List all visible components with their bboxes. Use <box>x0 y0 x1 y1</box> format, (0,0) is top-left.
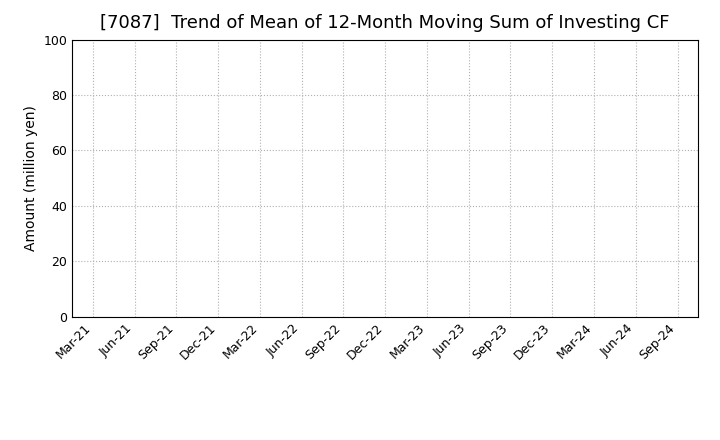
Y-axis label: Amount (million yen): Amount (million yen) <box>24 105 37 251</box>
Title: [7087]  Trend of Mean of 12-Month Moving Sum of Investing CF: [7087] Trend of Mean of 12-Month Moving … <box>101 15 670 33</box>
